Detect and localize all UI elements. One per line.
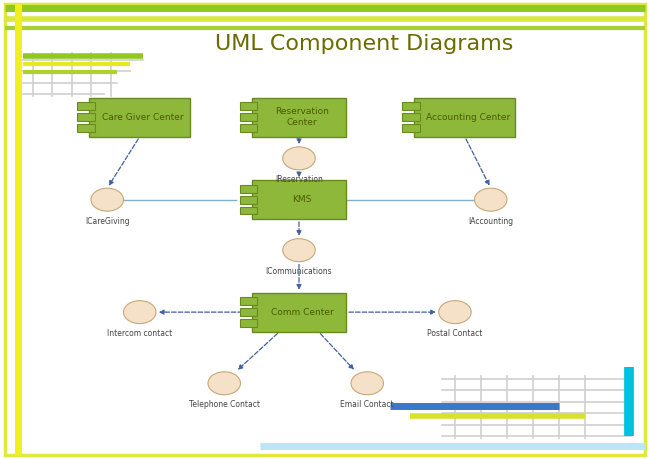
Text: Comm Center: Comm Center — [271, 308, 333, 317]
FancyBboxPatch shape — [402, 102, 420, 110]
FancyBboxPatch shape — [90, 98, 190, 137]
Text: Intercom contact: Intercom contact — [107, 329, 172, 338]
Circle shape — [124, 301, 156, 324]
FancyBboxPatch shape — [77, 113, 95, 121]
Text: Email Contact: Email Contact — [341, 400, 394, 409]
Circle shape — [283, 239, 315, 262]
FancyBboxPatch shape — [415, 98, 515, 137]
Circle shape — [351, 372, 383, 395]
FancyBboxPatch shape — [240, 319, 257, 327]
FancyBboxPatch shape — [240, 124, 257, 132]
Circle shape — [208, 372, 240, 395]
FancyBboxPatch shape — [77, 124, 95, 132]
Text: ICommunications: ICommunications — [266, 267, 332, 276]
FancyBboxPatch shape — [240, 297, 257, 305]
Text: UML Component Diagrams: UML Component Diagrams — [214, 34, 514, 54]
FancyBboxPatch shape — [252, 293, 346, 331]
Text: IReservation: IReservation — [275, 175, 323, 185]
Text: Postal Contact: Postal Contact — [427, 329, 483, 338]
FancyBboxPatch shape — [240, 207, 257, 214]
Text: IAccounting: IAccounting — [468, 217, 514, 226]
FancyBboxPatch shape — [252, 98, 346, 137]
Text: Care Giver Center: Care Giver Center — [102, 112, 184, 122]
Text: Reservation
Center: Reservation Center — [276, 107, 329, 127]
FancyBboxPatch shape — [240, 308, 257, 316]
FancyBboxPatch shape — [240, 102, 257, 110]
Circle shape — [439, 301, 471, 324]
FancyBboxPatch shape — [240, 185, 257, 193]
FancyBboxPatch shape — [402, 113, 420, 121]
Text: ICareGiving: ICareGiving — [85, 217, 129, 226]
FancyBboxPatch shape — [402, 124, 420, 132]
FancyBboxPatch shape — [240, 113, 257, 121]
Text: KMS: KMS — [292, 195, 312, 204]
FancyBboxPatch shape — [77, 102, 95, 110]
Circle shape — [474, 188, 507, 211]
Text: Accounting Center: Accounting Center — [426, 112, 510, 122]
Text: Telephone Contact: Telephone Contact — [188, 400, 260, 409]
FancyBboxPatch shape — [252, 180, 346, 219]
Circle shape — [91, 188, 124, 211]
Circle shape — [283, 147, 315, 170]
FancyBboxPatch shape — [240, 196, 257, 204]
